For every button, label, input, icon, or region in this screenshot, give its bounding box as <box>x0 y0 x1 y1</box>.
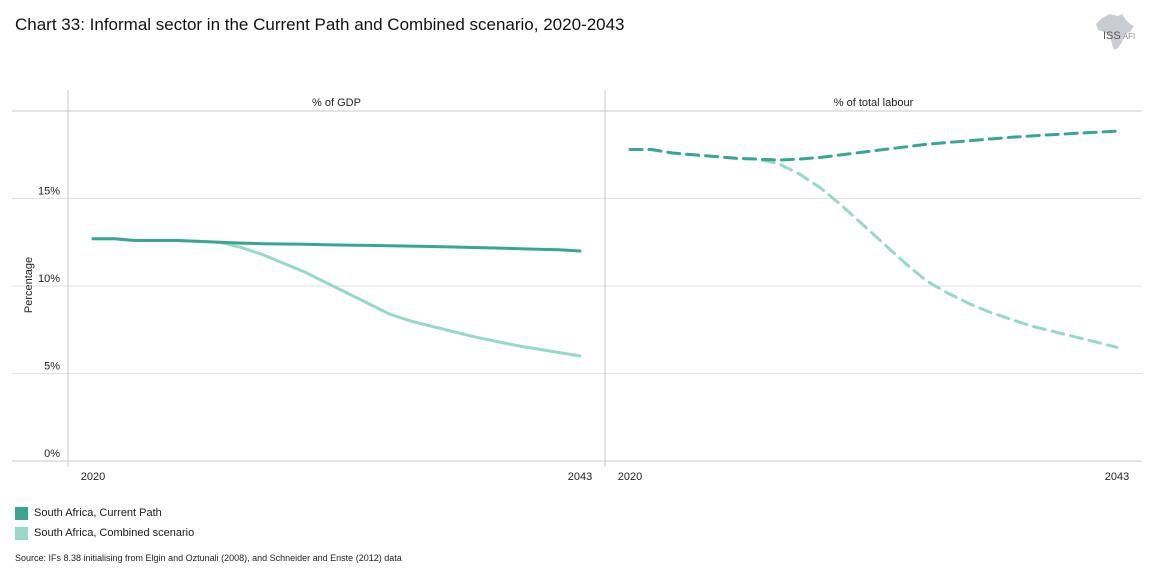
legend-swatch-current-path <box>15 506 28 520</box>
x-tick-label: 2043 <box>568 471 592 483</box>
logo-text: ISS AFI <box>1103 30 1135 42</box>
panel-title: % of GDP <box>312 97 361 109</box>
line-chart: 0% 5% 10% 15% Percentage % of GDP 2020 2043 % of… <box>12 90 1142 483</box>
series-line-current-path <box>91 237 582 253</box>
africa-map-icon <box>1096 14 1134 50</box>
legend-item-combined: South Africa, Combined scenario <box>15 523 194 543</box>
source-note: Source: IFs 8.38 initialising from Elgin… <box>15 553 402 563</box>
legend-label-combined: South Africa, Combined scenario <box>34 527 195 539</box>
legend: South Africa, Current Path South Africa,… <box>15 503 194 543</box>
x-tick-label: 2043 <box>1105 471 1129 483</box>
chart-title: Chart 33: Informal sector in the Current… <box>15 15 625 34</box>
x-tick-label: 2020 <box>81 471 105 483</box>
panel-title: % of total labour <box>834 97 914 109</box>
legend-swatch-combined <box>15 526 28 540</box>
y-tick-label: 10% <box>38 273 60 285</box>
legend-label-current-path: South Africa, Current Path <box>34 507 162 519</box>
y-tick-label: 0% <box>44 448 60 460</box>
x-tick-label: 2020 <box>618 471 642 483</box>
series-line-current-path <box>628 129 1119 162</box>
series-line-combined <box>628 148 1119 349</box>
legend-item-current-path: South Africa, Current Path <box>15 503 194 523</box>
series-line-combined <box>91 237 582 358</box>
y-axis-label: Percentage <box>23 257 35 313</box>
y-tick-label: 5% <box>44 361 60 373</box>
logo-main: ISS <box>1103 30 1121 42</box>
y-tick-label: 15% <box>38 186 60 198</box>
logo-sub: AFI <box>1122 32 1136 41</box>
